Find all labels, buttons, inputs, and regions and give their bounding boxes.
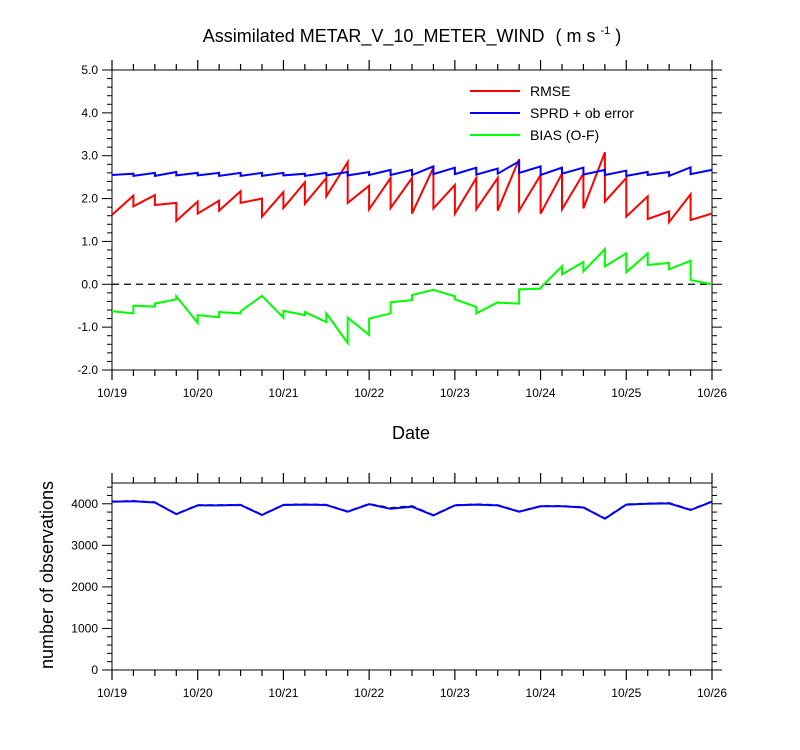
top-y-tick-label: -1.0: [77, 320, 98, 334]
bottom-y-tick-label: 0: [91, 663, 98, 677]
legend-label-sprd: SPRD + ob error: [530, 105, 634, 121]
y-axis-title-observations: number of observations: [37, 481, 57, 669]
legend: RMSE SPRD + ob error BIAS (O-F): [470, 83, 634, 143]
bottom-x-tick-label: 10/25: [611, 686, 641, 700]
top-series-sprd-ob-error: [111, 159, 713, 178]
top-x-tick-label: 10/19: [97, 386, 127, 400]
top-series-bias-o-f: [111, 246, 713, 347]
bottom-x-tick-label: 10/20: [183, 686, 213, 700]
bottom-x-tick-label: 10/21: [268, 686, 298, 700]
top-y-tick-label: 1.0: [81, 234, 98, 248]
chart-title-units: ( m s: [555, 26, 595, 46]
top-plot: 10/19 10/20 10/21 10/22 10/23 10/24 10/25 10/26…: [77, 60, 727, 400]
top-y-tick-label: 0.0: [81, 277, 98, 291]
top-x-tick-label: 10/20: [183, 386, 213, 400]
legend-label-bias: BIAS (O-F): [530, 127, 599, 143]
chart-title-units-close: ): [615, 26, 621, 46]
top-x-tick-label: 10/26: [697, 386, 727, 400]
bottom-x-tick-label: 10/23: [440, 686, 470, 700]
bottom-y-tick-label: 2000: [71, 580, 98, 594]
bottom-series-assimilated-observations: [111, 500, 713, 520]
bottom-x-tick-label: 10/24: [526, 686, 556, 700]
top-series-rmse: [111, 151, 713, 226]
top-y-tick-label: 3.0: [81, 149, 98, 163]
chart-title: Assimilated METAR_V_10_METER_WIND ( m s …: [203, 18, 622, 47]
bottom-y-tick-label: 1000: [71, 621, 98, 635]
top-y-tick-label: 5.0: [81, 63, 98, 77]
bottom-y-tick-label: 3000: [71, 538, 98, 552]
bottom-x-tick-label: 10/22: [354, 686, 384, 700]
top-x-tick-label: 10/24: [526, 386, 556, 400]
top-x-tick-label: 10/23: [440, 386, 470, 400]
bottom-x-tick-label: 10/26: [697, 686, 727, 700]
chart-title-main: Assimilated METAR_V_10_METER_WIND: [203, 26, 545, 47]
top-y-tick-label: 4.0: [81, 106, 98, 120]
top-x-tick-label: 10/21: [268, 386, 298, 400]
top-y-tick-label: 2.0: [81, 192, 98, 206]
top-x-tick-label: 10/22: [354, 386, 384, 400]
top-y-tick-label: -2.0: [77, 363, 98, 377]
bottom-x-tick-label: 10/19: [97, 686, 127, 700]
legend-label-rmse: RMSE: [530, 83, 570, 99]
top-x-tick-label: 10/25: [611, 386, 641, 400]
bottom-y-tick-label: 4000: [71, 497, 98, 511]
x-axis-title: Date: [392, 423, 430, 443]
chart-title-units-exponent: -1: [601, 25, 611, 37]
bottom-plot: 10/19 10/20 10/21 10/22 10/23 10/24 10/25 10/26…: [71, 473, 727, 700]
